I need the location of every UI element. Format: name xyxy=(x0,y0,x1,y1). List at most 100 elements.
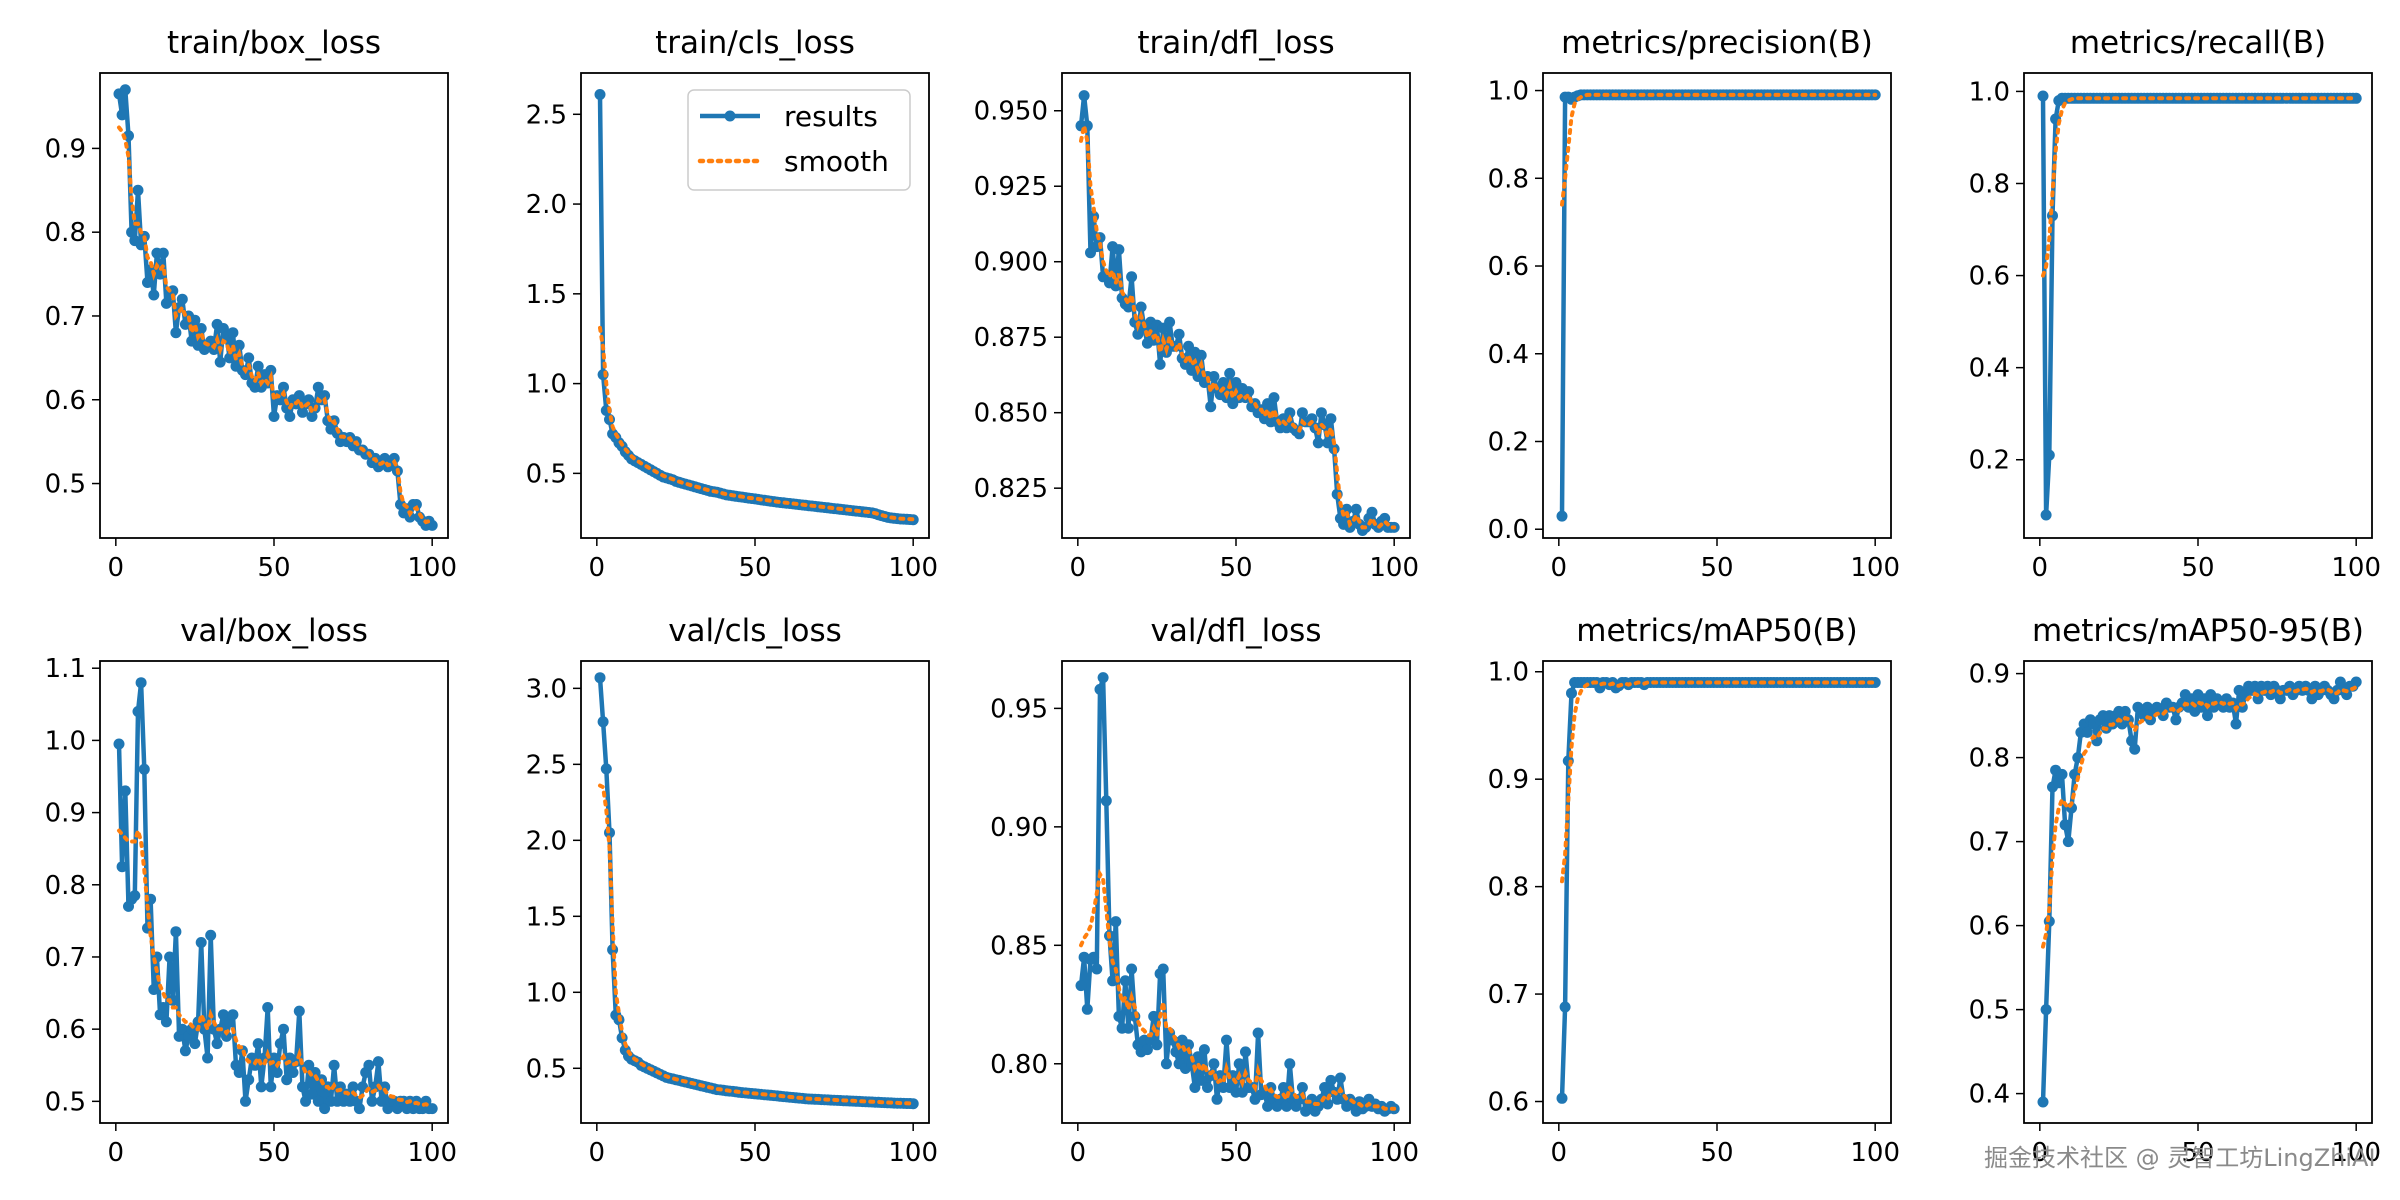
series-group xyxy=(1556,89,1881,522)
results-point xyxy=(404,511,416,523)
results-point xyxy=(1233,1058,1245,1070)
smooth-series-line xyxy=(598,783,916,1106)
y-tick-label: 0.95 xyxy=(990,694,1048,724)
subplot-title: train/cls_loss xyxy=(655,25,855,61)
subplot-8: val/dfl_loss 0 50 100 0.80 0.85 0.90 0.95 xyxy=(990,613,1419,1168)
results-point xyxy=(1119,975,1131,987)
results-point xyxy=(138,763,150,775)
results-point xyxy=(1202,1082,1213,1093)
results-point xyxy=(1135,301,1147,313)
results-point xyxy=(1366,506,1378,518)
results-point xyxy=(2129,743,2141,755)
results-point xyxy=(319,390,331,402)
y-tick-label: 3.0 xyxy=(526,674,567,704)
y-tick-label: 0.8 xyxy=(45,871,86,901)
y-tick-label: 0.2 xyxy=(1969,446,2010,476)
subplot-title: val/dfl_loss xyxy=(1151,613,1322,649)
x-tick-label: 0 xyxy=(1551,1138,1568,1168)
x-tick-label: 100 xyxy=(1369,1138,1419,1168)
x-tick-label: 100 xyxy=(2331,1138,2381,1168)
results-point xyxy=(1195,349,1207,361)
smooth-series-line xyxy=(1560,680,1878,884)
results-point xyxy=(1566,687,1577,699)
legend-results-marker xyxy=(724,110,736,122)
results-point xyxy=(1151,1039,1163,1051)
results-point xyxy=(221,1030,232,1042)
smooth-series-line xyxy=(117,125,435,526)
x-tick-label: 0 xyxy=(108,1138,125,1168)
y-tick-label: 1.0 xyxy=(526,370,567,400)
y-tick-label: 1.0 xyxy=(45,726,86,756)
subplot-title: metrics/recall(B) xyxy=(2070,25,2326,61)
results-point xyxy=(1211,1093,1223,1105)
x-tick-label: 100 xyxy=(1850,553,1900,583)
x-tick-label: 50 xyxy=(1219,1138,1252,1168)
results-point xyxy=(214,356,226,368)
results-point xyxy=(297,406,308,418)
results-point xyxy=(157,1002,169,1013)
y-tick-label: 2.0 xyxy=(526,826,567,856)
y-tick-label: 0.5 xyxy=(526,459,567,489)
y-tick-label: 0.8 xyxy=(1488,164,1529,194)
y-tick-label: 0.9 xyxy=(1969,660,2010,690)
results-point xyxy=(157,247,169,259)
y-tick-label: 0.7 xyxy=(45,302,86,332)
results-point xyxy=(2202,710,2213,722)
results-point xyxy=(1325,1074,1337,1086)
results-point xyxy=(243,352,255,364)
smooth-series-line xyxy=(1079,868,1397,1111)
axes-frame xyxy=(2023,72,2373,539)
y-tick-label: 1.0 xyxy=(1488,658,1529,688)
results-point xyxy=(278,1023,289,1035)
smooth-series-line xyxy=(117,823,435,1109)
results-point xyxy=(312,381,324,393)
results-point xyxy=(306,411,318,422)
results-point xyxy=(1164,316,1176,328)
results-point xyxy=(1315,407,1327,419)
results-point xyxy=(2230,718,2242,730)
x-tick-label: 0 xyxy=(1070,553,1087,583)
x-tick-label: 50 xyxy=(1219,553,1252,583)
y-tick-label: 1.0 xyxy=(526,978,567,1008)
results-point xyxy=(1183,1039,1194,1051)
results-point xyxy=(1278,1082,1289,1093)
results-point xyxy=(1312,437,1324,449)
y-tick-label: 0.875 xyxy=(974,323,1048,353)
series-group xyxy=(594,672,919,1110)
results-point xyxy=(2328,693,2340,705)
results-point xyxy=(372,1056,384,1068)
results-point xyxy=(160,1016,172,1028)
results-point xyxy=(1088,951,1100,963)
results-point xyxy=(1306,413,1318,425)
results-point xyxy=(265,1081,277,1093)
results-point xyxy=(1078,90,1090,102)
results-point xyxy=(1217,377,1229,388)
y-tick-label: 0.5 xyxy=(1969,996,2010,1026)
y-tick-label: 0.5 xyxy=(45,1087,86,1117)
axes-frame xyxy=(580,72,930,539)
results-point xyxy=(379,1081,391,1093)
y-tick-label: 0.8 xyxy=(45,218,86,248)
results-point xyxy=(243,1074,255,1086)
results-point xyxy=(1094,683,1106,695)
results-point xyxy=(2040,509,2052,521)
results-point xyxy=(129,890,141,902)
subplot-title: metrics/mAP50(B) xyxy=(1576,613,1857,649)
results-point xyxy=(2119,705,2131,717)
results-point xyxy=(1208,371,1220,382)
results-point xyxy=(176,293,188,305)
subplot-3: train/dfl_loss 0 50 100 0.825 0.850 0.875 0.900… xyxy=(974,25,1419,583)
series-group xyxy=(1556,677,1881,1104)
axes-frame xyxy=(1542,72,1892,539)
results-point xyxy=(176,1023,188,1035)
y-tick-label: 0.85 xyxy=(990,931,1048,961)
results-point xyxy=(1205,401,1217,413)
x-tick-label: 50 xyxy=(257,553,290,583)
results-point xyxy=(1075,980,1087,992)
results-point xyxy=(233,339,245,351)
y-tick-label: 0.9 xyxy=(45,799,86,829)
results-point xyxy=(1189,1082,1201,1093)
x-tick-label: 100 xyxy=(1850,1138,1900,1168)
axes-frame xyxy=(1061,72,1411,539)
